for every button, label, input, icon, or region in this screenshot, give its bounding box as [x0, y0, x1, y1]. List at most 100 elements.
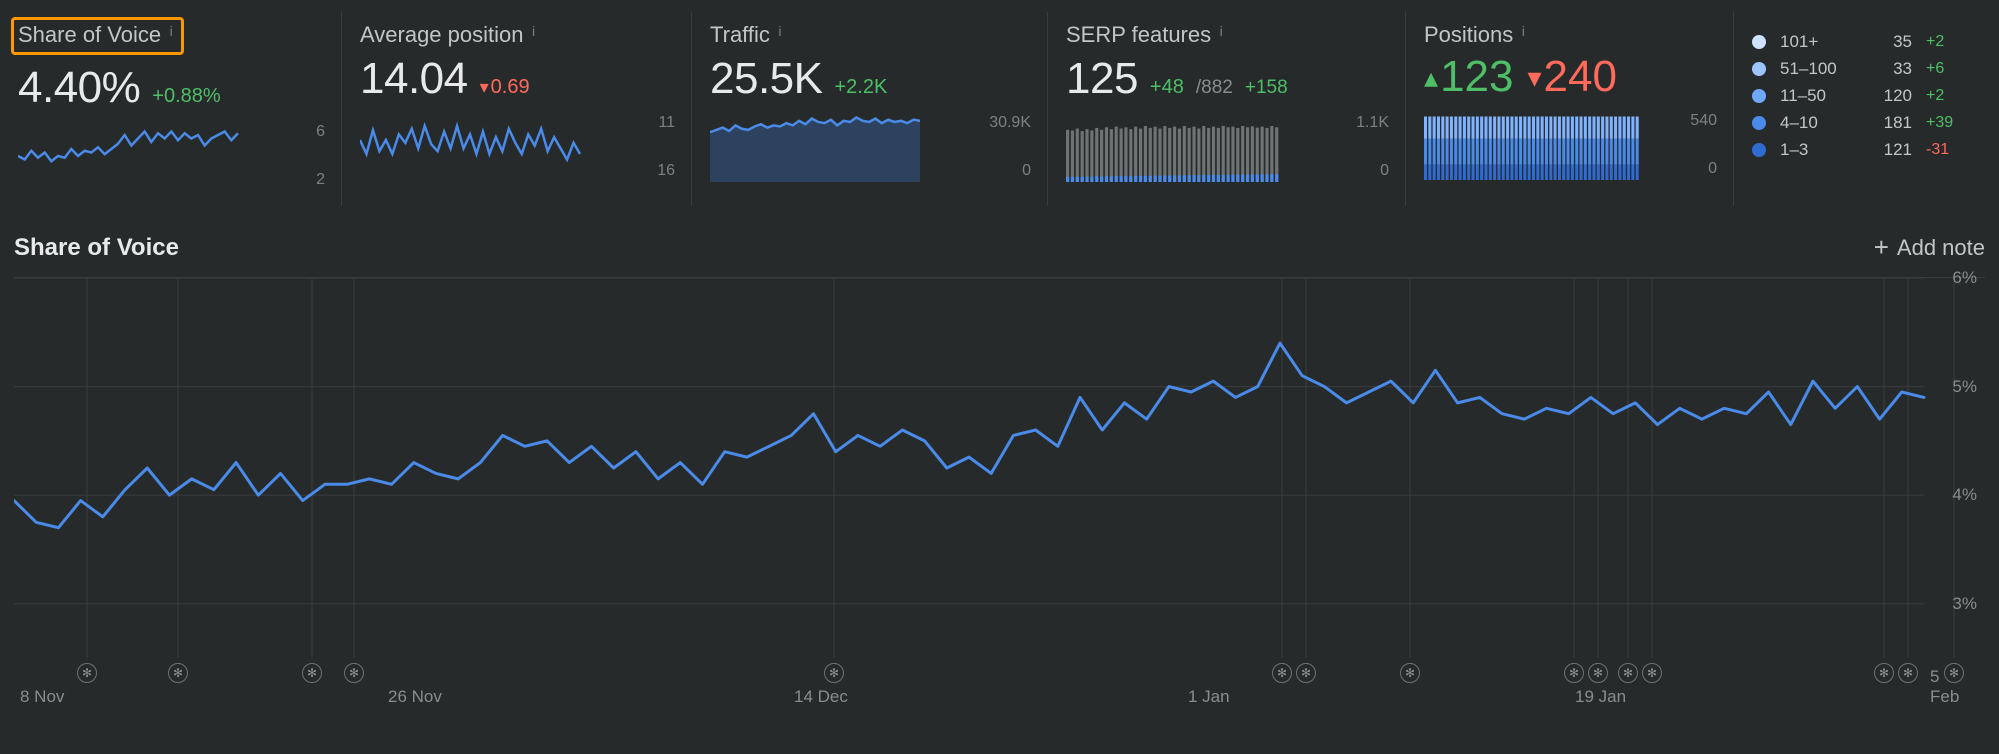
info-icon[interactable]: i — [1522, 23, 1525, 39]
card-value: 14.04 — [360, 54, 468, 104]
legend-delta: +6 — [1926, 55, 1966, 82]
add-note-button[interactable]: + Add note — [1874, 232, 1985, 263]
card-title: Positions — [1424, 22, 1513, 47]
spark-ybot: 2 — [316, 171, 325, 189]
spark-ybot: 0 — [1380, 162, 1389, 180]
sparkline: 1.1K 0 — [1066, 112, 1387, 182]
positions-up: 123 — [1424, 52, 1513, 102]
metrics-row: Share of Voice i 4.40% +0.88% 6 2 Averag… — [0, 0, 1999, 206]
legend-range: 101+ — [1780, 28, 1854, 55]
sparkline: 11 16 — [360, 112, 673, 182]
card-delta: 0.69 — [480, 76, 530, 99]
card-average-position[interactable]: Average position i 14.04 0.69 11 16 — [342, 12, 692, 206]
y-axis-tick: 6% — [1952, 268, 1977, 288]
spark-ybot: 0 — [1708, 160, 1717, 178]
legend-delta: +2 — [1926, 82, 1966, 109]
card-title: Average position — [360, 22, 524, 47]
legend-dot-icon — [1752, 116, 1766, 130]
selected-highlight: Share of Voice i — [11, 17, 184, 55]
card-total: /882 — [1196, 77, 1233, 99]
gear-icon[interactable]: ✻ — [1874, 663, 1894, 683]
spark-ybot: 16 — [657, 162, 675, 180]
legend-range: 11–50 — [1780, 82, 1854, 109]
gear-icon[interactable]: ✻ — [1618, 663, 1638, 683]
gear-icon[interactable]: ✻ — [168, 663, 188, 683]
positions-legend-row[interactable]: 11–50 120 +2 — [1752, 82, 1974, 109]
legend-dot-icon — [1752, 89, 1766, 103]
legend-range: 4–10 — [1780, 109, 1854, 136]
y-axis-tick: 4% — [1952, 485, 1977, 505]
main-chart[interactable]: 6%5%4%3%8 Nov26 Nov14 Dec1 Jan19 Jan5 Fe… — [14, 277, 1985, 707]
gear-icon[interactable]: ✻ — [1400, 663, 1420, 683]
gear-icon[interactable]: ✻ — [344, 663, 364, 683]
legend-count: 181 — [1868, 109, 1912, 136]
gear-icon[interactable]: ✻ — [77, 663, 97, 683]
gear-icon[interactable]: ✻ — [1296, 663, 1316, 683]
legend-count: 33 — [1868, 55, 1912, 82]
plus-icon: + — [1874, 232, 1889, 263]
spark-ytop: 6 — [316, 123, 325, 141]
card-value: 125 — [1066, 54, 1138, 104]
legend-delta: +39 — [1926, 109, 1966, 136]
card-value: 25.5K — [710, 54, 822, 104]
legend-count: 35 — [1868, 28, 1912, 55]
spark-ytop: 540 — [1690, 112, 1717, 130]
positions-legend-row[interactable]: 51–100 33 +6 — [1752, 55, 1974, 82]
x-axis-tick: 26 Nov — [388, 687, 442, 707]
legend-count: 120 — [1868, 82, 1912, 109]
card-share-of-voice[interactable]: Share of Voice i 4.40% +0.88% 6 2 — [0, 12, 342, 206]
y-axis-tick: 3% — [1952, 594, 1977, 614]
card-delta: +48 — [1150, 76, 1184, 99]
card-value: 4.40% — [18, 63, 140, 113]
card-title: Share of Voice — [18, 22, 161, 47]
spark-ytop: 11 — [658, 114, 675, 132]
add-note-label: Add note — [1897, 235, 1985, 261]
spark-ytop: 30.9K — [989, 114, 1031, 132]
info-icon[interactable]: i — [532, 23, 535, 39]
positions-down: 240 — [1527, 52, 1616, 102]
gear-icon[interactable]: ✻ — [1564, 663, 1584, 683]
spark-ytop: 1.1K — [1356, 114, 1389, 132]
card-delta: +2.2K — [834, 76, 887, 99]
card-title: Traffic — [710, 22, 770, 47]
positions-legend: 101+35+251–10033+611–50120+24–10181+391–… — [1734, 12, 1992, 206]
info-icon[interactable]: i — [778, 23, 781, 39]
gear-icon[interactable]: ✻ — [1944, 663, 1964, 683]
x-axis-tick: 8 Nov — [20, 687, 64, 707]
gear-icon[interactable]: ✻ — [824, 663, 844, 683]
gear-icon[interactable]: ✻ — [302, 663, 322, 683]
card-positions[interactable]: Positions i 123 240 540 0 — [1406, 12, 1734, 206]
card-traffic[interactable]: Traffic i 25.5K +2.2K 30.9K 0 — [692, 12, 1048, 206]
spark-ybot: 0 — [1022, 162, 1031, 180]
gear-icon[interactable]: ✻ — [1642, 663, 1662, 683]
sparkline: 30.9K 0 — [710, 112, 1029, 182]
info-icon[interactable]: i — [1220, 23, 1223, 39]
legend-dot-icon — [1752, 62, 1766, 76]
main-chart-title: Share of Voice — [14, 234, 179, 262]
card-delta: +0.88% — [152, 85, 220, 108]
legend-delta: +2 — [1926, 28, 1966, 55]
info-icon[interactable]: i — [170, 23, 173, 39]
positions-legend-row[interactable]: 4–10 181 +39 — [1752, 109, 1974, 136]
x-axis: 8 Nov26 Nov14 Dec1 Jan19 Jan5 Feb — [14, 685, 1925, 707]
legend-range: 1–3 — [1780, 136, 1854, 163]
card-serp-features[interactable]: SERP features i 125 +48 /882 +158 1.1K 0 — [1048, 12, 1406, 206]
x-axis-tick: 1 Jan — [1188, 687, 1230, 707]
x-axis-tick: 14 Dec — [794, 687, 848, 707]
gear-icon[interactable]: ✻ — [1898, 663, 1918, 683]
card-title: SERP features — [1066, 22, 1211, 47]
gear-icon[interactable]: ✻ — [1272, 663, 1292, 683]
positions-legend-row[interactable]: 1–3 121 -31 — [1752, 136, 1974, 163]
legend-range: 51–100 — [1780, 55, 1854, 82]
sparkline: 6 2 — [18, 121, 323, 191]
x-axis-tick: 19 Jan — [1575, 687, 1626, 707]
main-chart-section: Share of Voice + Add note 6% 5% 4% 3% 8 Nov 2… — [0, 206, 1999, 707]
legend-dot-icon — [1752, 35, 1766, 49]
legend-count: 121 — [1868, 136, 1912, 163]
legend-dot-icon — [1752, 143, 1766, 157]
legend-delta: -31 — [1926, 136, 1966, 163]
positions-legend-row[interactable]: 101+ 35 +2 — [1752, 28, 1974, 55]
gear-icon[interactable]: ✻ — [1588, 663, 1608, 683]
card-total-delta: +158 — [1245, 77, 1288, 99]
y-axis-tick: 5% — [1952, 377, 1977, 397]
